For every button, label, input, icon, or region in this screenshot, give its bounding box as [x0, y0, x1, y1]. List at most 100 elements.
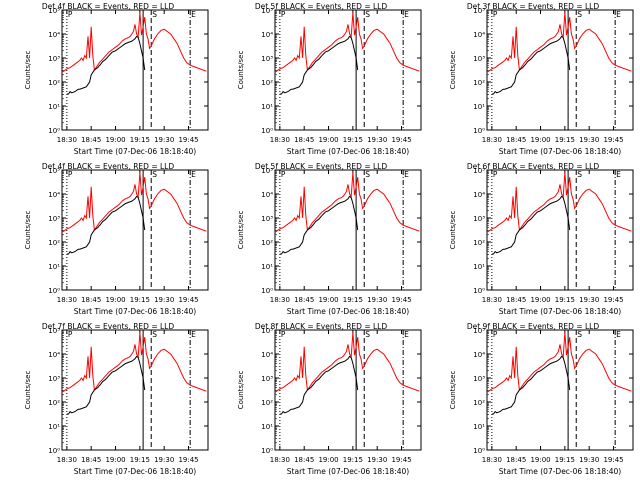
plot-frame: [61, 169, 209, 291]
x-tick-label: 19:30: [579, 296, 599, 304]
x-axis-label: Start Time (07-Dec-06 18:18:40): [499, 147, 621, 156]
x-tick-label: 19:00: [318, 296, 338, 304]
x-tick-label: 19:00: [318, 456, 338, 464]
y-tick-label: 10¹: [473, 103, 485, 111]
y-tick-label: 10⁴: [261, 351, 273, 359]
lld-series-line: [486, 172, 632, 233]
y-tick-label: 10⁵: [261, 167, 273, 175]
x-tick-label: 19:45: [391, 136, 411, 144]
marker-label: P: [281, 330, 286, 339]
y-axis-label: Counts/sec: [237, 51, 245, 90]
events-series-line: [66, 355, 146, 415]
events-series-line: [66, 35, 146, 95]
x-tick-label: 19:45: [178, 456, 198, 464]
x-tick-label: 18:30: [57, 136, 77, 144]
y-tick-label: 10³: [473, 215, 485, 223]
plot-frame: [274, 169, 422, 291]
x-tick-label: 19:00: [105, 296, 125, 304]
x-tick-label: 18:30: [482, 136, 502, 144]
chart-panel-2: Det 5f BLACK = Events, RED = LLD Counts/s…: [237, 2, 422, 156]
y-axis-label: Counts/sec: [237, 211, 245, 250]
x-axis-label: Start Time (07-Dec-06 18:18:40): [499, 307, 621, 316]
x-tick-label: 18:45: [81, 456, 101, 464]
lld-series-line: [486, 12, 632, 73]
x-tick-label: 18:45: [294, 296, 314, 304]
chart-panel-1: Det 4f BLACK = Events, RED = LLD Counts/s…: [24, 2, 209, 156]
y-tick-label: 10⁵: [473, 7, 485, 15]
y-tick-label: 10³: [48, 215, 60, 223]
x-tick-label: 19:00: [530, 456, 550, 464]
chart-title: Det 3f BLACK = Events, RED = LLD: [467, 2, 600, 11]
chart-title: Det 7f BLACK = Events, RED = LLD: [42, 322, 175, 331]
y-axis-label: Counts/sec: [449, 371, 457, 410]
marker-label: S: [577, 170, 582, 179]
marker-label: E: [191, 10, 196, 19]
y-tick-label: 10¹: [261, 103, 273, 111]
chart-title: Det 5f BLACK = Events, RED = LLD: [255, 162, 388, 171]
y-tick-label: 10⁴: [473, 31, 485, 39]
plot-frame: [486, 9, 634, 131]
chart-panel-9: Det 9f BLACK = Events, RED = LLD Counts/s…: [449, 322, 634, 476]
x-tick-label: 19:30: [154, 456, 174, 464]
marker-label: E: [616, 330, 621, 339]
y-tick-label: 10⁰: [473, 447, 485, 455]
marker-label: P: [68, 330, 73, 339]
plot-frame: [486, 329, 634, 451]
x-tick-label: 19:00: [318, 136, 338, 144]
y-tick-label: 10²: [473, 399, 485, 407]
lld-series-line: [274, 332, 420, 393]
chart-title: Det 9f BLACK = Events, RED = LLD: [467, 322, 600, 331]
y-tick-label: 10³: [473, 375, 485, 383]
x-axis-label: Start Time (07-Dec-06 18:18:40): [74, 467, 196, 476]
chart-title: Det 5f BLACK = Events, RED = LLD: [255, 2, 388, 11]
marker-label: P: [281, 10, 286, 19]
events-series-line: [279, 195, 359, 255]
x-tick-label: 18:30: [270, 456, 290, 464]
x-tick-label: 19:30: [154, 296, 174, 304]
x-tick-label: 19:15: [343, 136, 363, 144]
x-tick-label: 19:15: [343, 456, 363, 464]
y-tick-label: 10³: [473, 55, 485, 63]
x-tick-label: 19:45: [391, 456, 411, 464]
x-tick-label: 19:00: [105, 456, 125, 464]
y-tick-label: 10¹: [48, 103, 60, 111]
y-tick-label: 10³: [261, 375, 273, 383]
x-tick-label: 19:30: [367, 456, 387, 464]
y-tick-label: 10²: [48, 239, 60, 247]
y-axis-label: Counts/sec: [24, 211, 32, 250]
plot-frame: [274, 9, 422, 131]
marker-label: P: [68, 10, 73, 19]
marker-label: E: [404, 330, 409, 339]
x-tick-label: 19:00: [530, 136, 550, 144]
chart-panel-5: Det 5f BLACK = Events, RED = LLD Counts/s…: [237, 162, 422, 316]
events-series-line: [491, 355, 571, 415]
events-series-line: [491, 35, 571, 95]
y-axis-label: Counts/sec: [24, 371, 32, 410]
y-tick-label: 10⁰: [48, 287, 60, 295]
x-tick-label: 19:15: [130, 456, 150, 464]
x-tick-label: 18:30: [270, 136, 290, 144]
x-tick-label: 19:30: [367, 296, 387, 304]
marker-label: E: [191, 170, 196, 179]
y-tick-label: 10⁰: [473, 287, 485, 295]
x-axis-label: Start Time (07-Dec-06 18:18:40): [499, 467, 621, 476]
y-tick-label: 10⁴: [48, 191, 60, 199]
lld-series-line: [274, 172, 420, 233]
y-tick-label: 10⁴: [48, 31, 60, 39]
marker-label: S: [365, 330, 370, 339]
x-tick-label: 18:30: [57, 296, 77, 304]
x-tick-label: 18:45: [506, 296, 526, 304]
marker-label: P: [68, 170, 73, 179]
plot-frame: [486, 169, 634, 291]
y-axis-label: Counts/sec: [449, 51, 457, 90]
x-tick-label: 18:30: [270, 296, 290, 304]
x-tick-label: 18:45: [506, 136, 526, 144]
marker-label: P: [493, 10, 498, 19]
x-tick-label: 18:30: [482, 296, 502, 304]
y-tick-label: 10⁵: [48, 167, 60, 175]
plot-frame: [61, 329, 209, 451]
x-tick-label: 18:45: [294, 136, 314, 144]
x-tick-label: 19:45: [178, 296, 198, 304]
y-tick-label: 10³: [48, 375, 60, 383]
